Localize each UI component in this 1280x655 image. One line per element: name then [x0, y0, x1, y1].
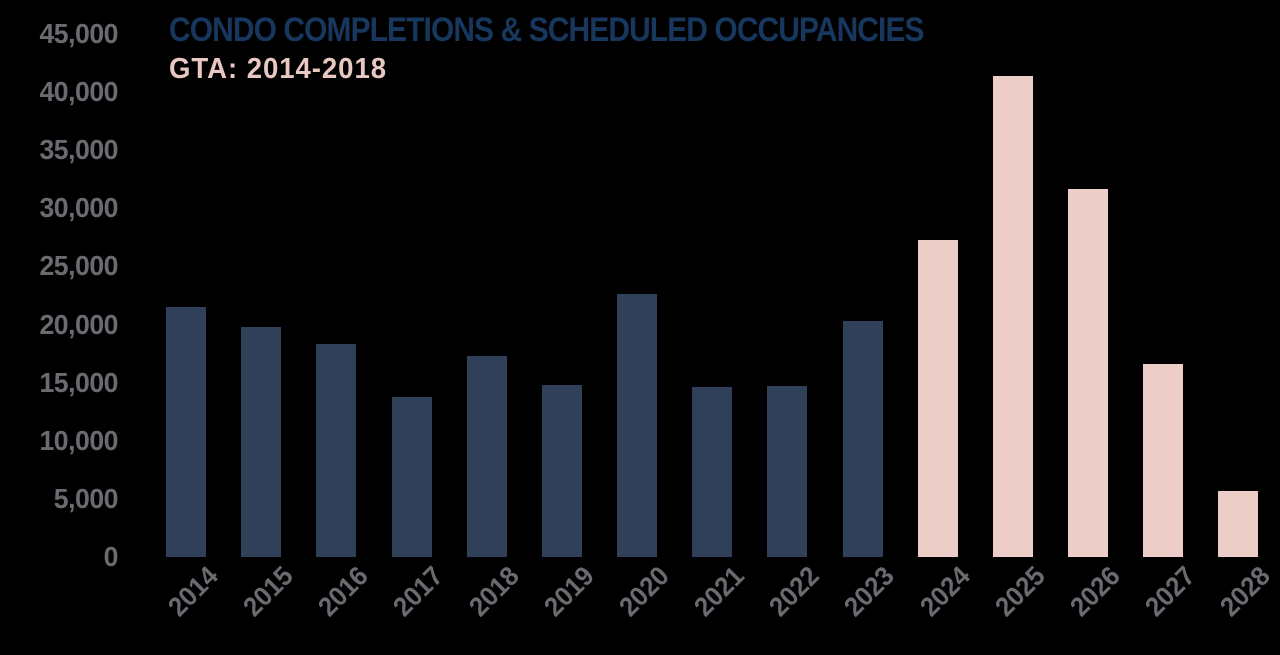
x-label-2016: 2016	[312, 560, 375, 623]
x-label-2021: 2021	[688, 560, 751, 623]
y-tick-label: 15,000	[39, 366, 118, 398]
x-label-2023: 2023	[838, 560, 901, 623]
bar-2019	[541, 385, 582, 557]
x-label-2015: 2015	[237, 560, 299, 623]
y-axis: 45,000 40,000 35,000 30,000 25,000 20,000 15,0…	[0, 0, 118, 655]
y-tick-label: 40,000	[39, 76, 118, 108]
bar-2026	[1068, 188, 1109, 557]
y-tick-label: 45,000	[39, 18, 118, 49]
bar-2023	[842, 321, 883, 557]
y-tick-label: 0	[103, 541, 119, 572]
y-tick-label: 25,000	[39, 250, 118, 282]
bar-2020	[617, 294, 658, 557]
x-label-2018: 2018	[462, 560, 525, 623]
bar-2025	[992, 75, 1033, 557]
x-label-2026: 2026	[1064, 560, 1126, 623]
bar-2014	[166, 307, 206, 557]
y-tick-label: 5,000	[53, 482, 119, 514]
bar-2022	[767, 386, 808, 557]
bar-2024	[917, 239, 958, 557]
bar-2018	[466, 355, 507, 557]
bar-2028	[1218, 490, 1259, 557]
x-label-2020: 2020	[613, 560, 675, 623]
x-label-2014: 2014	[162, 560, 224, 623]
bar-2017	[391, 396, 432, 557]
chart-title: CONDO COMPLETIONS & SCHEDULED OCCUPANCIE…	[169, 11, 925, 49]
y-tick-label: 10,000	[39, 424, 118, 456]
bar-2015	[241, 326, 282, 557]
x-label-2028: 2028	[1214, 560, 1277, 623]
plot-area	[166, 75, 1259, 557]
bar-2016	[316, 344, 357, 557]
chart-subtitle: GTA: 2014-2018	[169, 53, 387, 85]
bar-2027	[1143, 364, 1184, 557]
x-label-2022: 2022	[763, 560, 826, 623]
x-label-2024: 2024	[913, 560, 976, 623]
y-tick-label: 30,000	[39, 192, 118, 224]
x-label-2025: 2025	[989, 560, 1051, 623]
x-label-2019: 2019	[538, 560, 600, 623]
x-label-2027: 2027	[1139, 560, 1202, 623]
bar-2021	[692, 387, 733, 557]
x-label-2017: 2017	[387, 560, 450, 623]
y-tick-label: 35,000	[39, 134, 118, 166]
y-tick-label: 20,000	[39, 308, 118, 340]
